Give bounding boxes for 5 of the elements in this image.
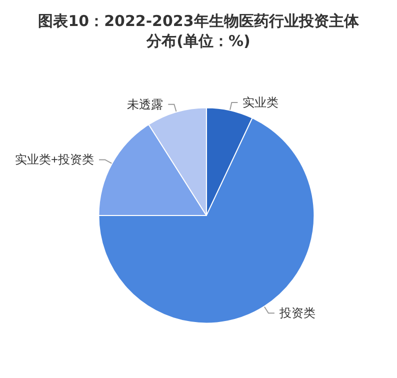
slice-label: 未透露 — [127, 97, 164, 112]
slice-label: 投资类 — [278, 306, 316, 320]
slice-label: 实业类 — [242, 96, 279, 110]
slice-label: 实业类+投资类 — [15, 152, 94, 167]
chart-title: 图表10：2022-2023年生物医药行业投资主体分布(单位：%) — [38, 12, 360, 50]
